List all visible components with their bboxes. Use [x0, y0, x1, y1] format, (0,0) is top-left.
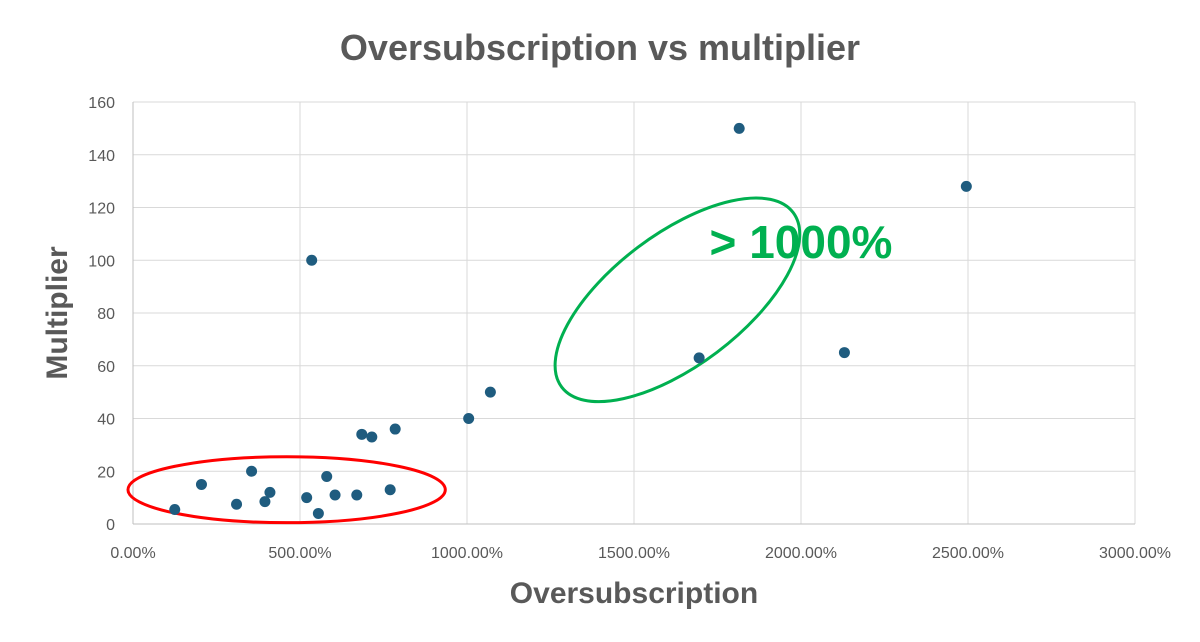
data-points	[169, 122, 972, 519]
data-point	[389, 423, 401, 435]
x-tick-label: 500.00%	[268, 545, 331, 562]
y-tick-label: 120	[88, 201, 115, 218]
data-point	[264, 486, 276, 498]
data-point	[693, 352, 705, 364]
data-point	[321, 471, 333, 483]
data-point	[366, 431, 378, 443]
red-highlight-ellipse	[126, 455, 447, 525]
y-tick-label: 0	[106, 517, 115, 534]
data-point	[463, 413, 475, 424]
x-tick-label: 0.00%	[110, 545, 155, 562]
y-tick-label: 80	[97, 306, 115, 323]
data-point	[169, 503, 181, 515]
y-tick-label: 20	[97, 464, 115, 481]
x-tick-label: 1000.00%	[431, 545, 503, 562]
x-tick-labels: 0.00% 500.00% 1000.00% 1500.00% 2000.00% 2500…	[110, 545, 1171, 562]
data-point	[246, 465, 258, 477]
data-point	[301, 492, 313, 504]
data-point	[195, 478, 207, 490]
data-point	[356, 428, 368, 440]
data-point	[231, 498, 243, 510]
green-highlight-ellipse	[553, 196, 802, 404]
data-point	[838, 347, 850, 359]
x-tick-label: 2000.00%	[765, 545, 837, 562]
y-tick-label: 140	[88, 148, 115, 165]
y-tick-labels: 0 20 40 60 80 100 120 140 160	[88, 95, 115, 534]
y-tick-label: 160	[88, 95, 115, 112]
gridlines	[133, 101, 1136, 524]
x-tick-label: 3000.00%	[1099, 545, 1171, 562]
annotation-over-1000-label: > 1000%	[710, 216, 893, 268]
y-axis-label: Multiplier	[41, 246, 74, 380]
y-tick-label: 40	[97, 412, 115, 429]
data-point	[329, 489, 341, 501]
data-point	[306, 254, 318, 266]
y-tick-label: 100	[88, 253, 115, 270]
x-tick-label: 2500.00%	[932, 545, 1004, 562]
highlight-ellipses	[126, 196, 802, 525]
data-point	[484, 386, 496, 398]
data-point	[259, 496, 271, 508]
data-point	[384, 484, 396, 496]
y-tick-label: 60	[97, 359, 115, 376]
data-point	[312, 507, 324, 519]
data-point	[960, 180, 972, 192]
data-point	[733, 122, 745, 134]
data-point	[351, 489, 363, 501]
chart-title: Oversubscription vs multiplier	[340, 27, 860, 68]
x-axis-label: Oversubscription	[510, 577, 758, 610]
x-tick-label: 1500.00%	[598, 545, 670, 562]
